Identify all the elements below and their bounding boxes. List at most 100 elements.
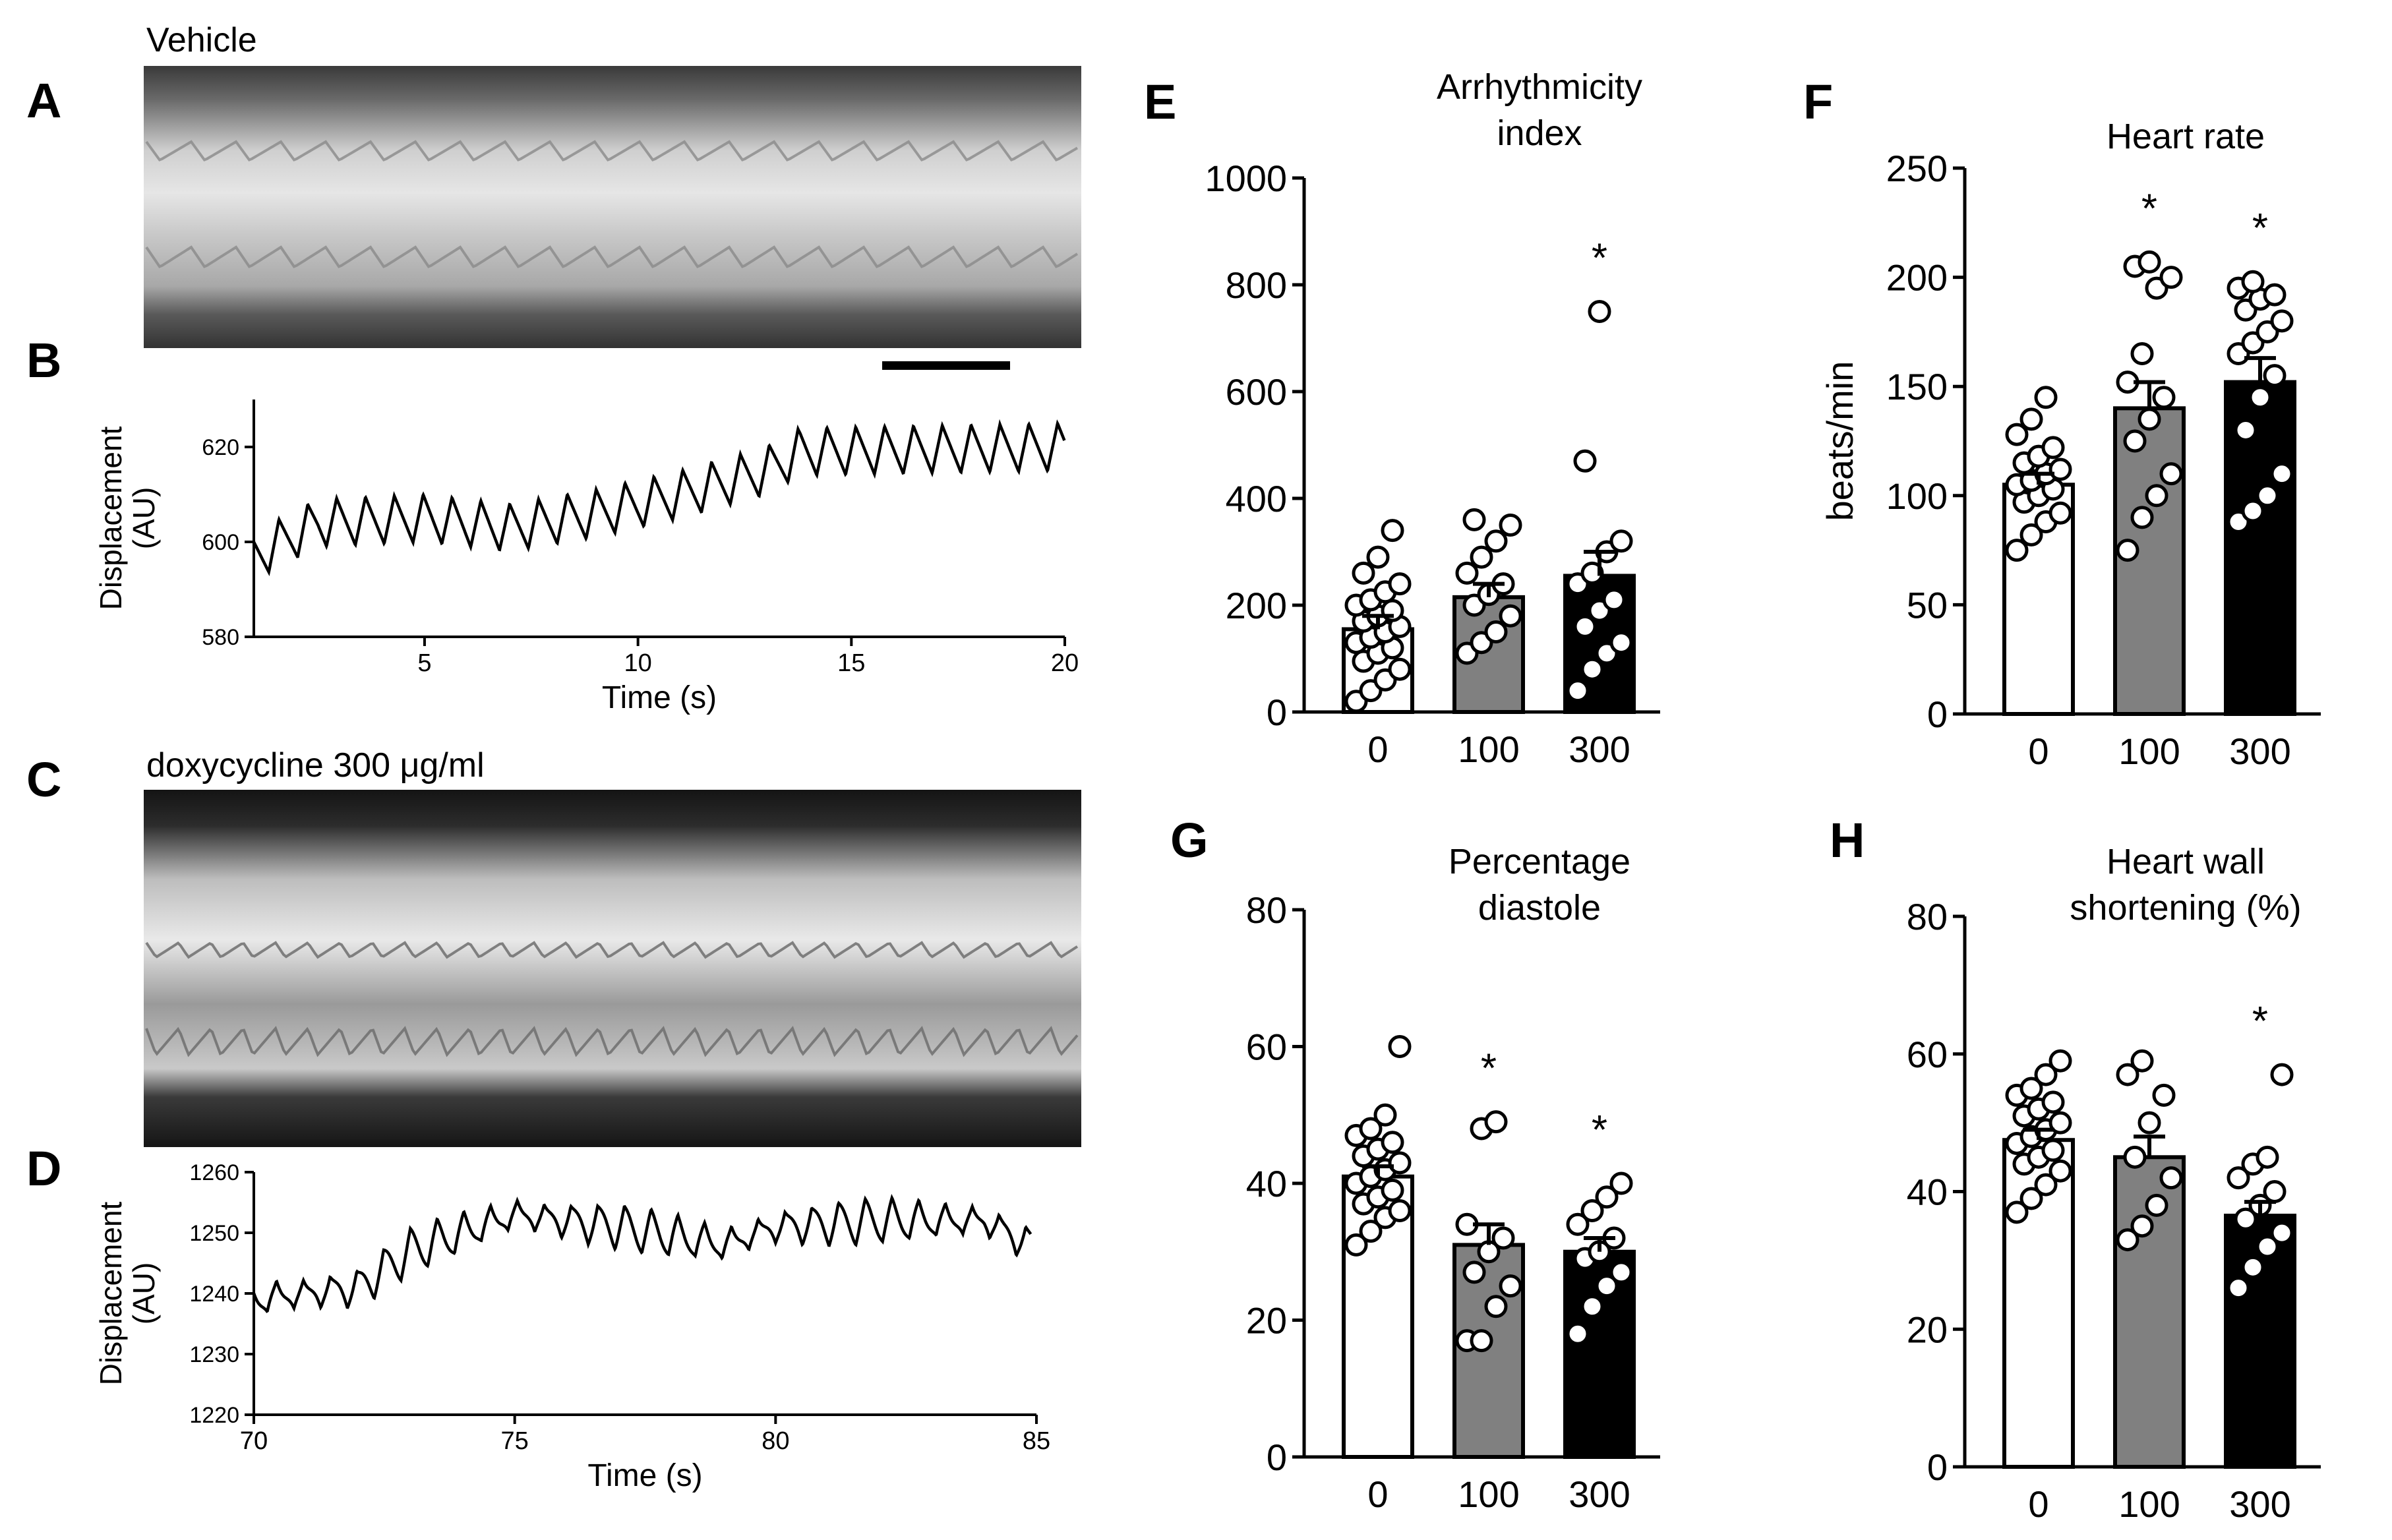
y-axis-label-line: Displacement (94, 1201, 128, 1385)
data-point (1462, 1260, 1486, 1284)
trace-line (252, 1194, 1032, 1313)
data-point (2263, 364, 2287, 388)
x-tick-label: 70 (240, 1427, 268, 1455)
x-tick-label: 80 (762, 1427, 789, 1455)
data-point (2234, 1207, 2257, 1231)
y-tick-label: 1260 (189, 1160, 239, 1185)
y-tick-label: 600 (202, 530, 239, 555)
x-tick-label: 20 (1051, 649, 1079, 677)
x-tick-label: 300 (1569, 1473, 1630, 1515)
panel-a-label: Vehicle (146, 21, 257, 59)
data-point (2048, 1159, 2072, 1183)
data-point (2145, 1193, 2168, 1217)
y-tick-label: 200 (1886, 257, 1948, 299)
data-point (2130, 342, 2154, 366)
data-point (1484, 620, 1508, 643)
data-point (2270, 1221, 2294, 1245)
data-point (2130, 1214, 2154, 1238)
data-point (2227, 1166, 2250, 1190)
data-point (1352, 561, 1375, 585)
y-tick-label: 250 (1886, 148, 1948, 189)
x-tick-label: 10 (624, 649, 651, 677)
kymograph-wave (145, 941, 1079, 959)
data-point (1470, 545, 1493, 569)
data-point (1499, 1274, 1522, 1298)
data-point (2034, 1063, 2058, 1086)
y-tick-label: 800 (1226, 264, 1287, 306)
y-tick-label: 580 (202, 625, 239, 650)
data-point (2241, 1255, 2265, 1279)
data-point (2234, 418, 2257, 442)
data-point (1359, 1220, 1383, 1243)
data-point (1359, 1117, 1383, 1140)
y-tick-label: 60 (1907, 1034, 1948, 1075)
data-point (2034, 386, 2058, 409)
data-point (1388, 657, 1412, 681)
data-point (1499, 604, 1522, 628)
y-tick-label: 200 (1226, 585, 1287, 626)
bar-chart-arrhythmicity-index: Arrhythmicity index * 0 200 400 600 800 1000 0 100… (1205, 67, 1660, 770)
data-point (1344, 1233, 1368, 1257)
y-axis-label: beats/min (1819, 361, 1861, 521)
data-point (2256, 1235, 2279, 1259)
data-point (1388, 1199, 1412, 1222)
data-point (2263, 1180, 2287, 1203)
y-tick-label: 600 (1226, 371, 1287, 413)
panel-letter-h: H (1830, 813, 1865, 868)
y-tick-label: 620 (202, 435, 239, 460)
y-tick-label: 80 (1907, 896, 1948, 937)
y-tick-label: 20 (1907, 1309, 1948, 1350)
data-point (1462, 508, 1486, 531)
y-tick-label: 50 (1907, 584, 1948, 626)
y-axis-label: Displacement(AU) (94, 1201, 161, 1385)
significance-marker: * (1592, 1108, 1607, 1153)
data-point (1580, 561, 1604, 585)
x-tick-label: 300 (1569, 728, 1630, 770)
x-tick-label: 15 (837, 649, 865, 677)
x-tick-label: 0 (1367, 1473, 1388, 1515)
data-point (2041, 1139, 2065, 1162)
data-point (1609, 631, 1633, 655)
x-tick-label: 0 (2028, 730, 2048, 772)
y-tick-label: 0 (1267, 692, 1287, 733)
panel-letter-a: A (26, 73, 61, 128)
data-point (1588, 300, 1611, 323)
panel-letter-e: E (1144, 74, 1176, 129)
data-point (1573, 614, 1597, 638)
data-point (1470, 1329, 1493, 1353)
y-tick-label: 100 (1886, 475, 1948, 517)
kymograph-wave (145, 1026, 1079, 1057)
x-tick-label: 100 (2118, 1483, 2180, 1525)
x-tick-label: 300 (2229, 730, 2290, 772)
data-point (1388, 1035, 1412, 1058)
bar-chart-heart-wall-shortening: Heart wall shortening (%) * 0 20 40 60 80 0 100 30… (1907, 842, 2321, 1525)
y-tick-label: 150 (1886, 366, 1948, 407)
x-tick-label: 5 (417, 649, 431, 677)
kymograph-vehicle (144, 66, 1081, 348)
data-point (2048, 1049, 2072, 1073)
kymograph-wave (145, 140, 1079, 162)
y-axis-label-line: (AU) (127, 487, 161, 550)
data-point (2048, 501, 2072, 525)
data-point (1484, 1295, 1508, 1318)
y-tick-label: 40 (1907, 1171, 1948, 1213)
data-point (2130, 1049, 2154, 1073)
y-tick-label: 0 (1927, 694, 1948, 735)
data-point (1595, 1274, 1619, 1298)
trace-line (252, 419, 1066, 576)
data-point (2019, 1187, 2043, 1210)
panel-letter-c: C (26, 752, 61, 807)
data-point (1491, 1226, 1515, 1250)
data-point (2256, 1145, 2279, 1169)
panel-letter-d: D (26, 1141, 61, 1196)
data-point (1573, 449, 1597, 473)
significance-marker: * (1592, 236, 1607, 281)
data-point (1580, 1199, 1604, 1222)
y-tick-label: 1230 (189, 1342, 239, 1367)
significance-marker: * (1481, 1046, 1497, 1092)
y-tick-label: 60 (1246, 1026, 1287, 1068)
data-point (1609, 1260, 1633, 1284)
data-point (2019, 407, 2043, 431)
